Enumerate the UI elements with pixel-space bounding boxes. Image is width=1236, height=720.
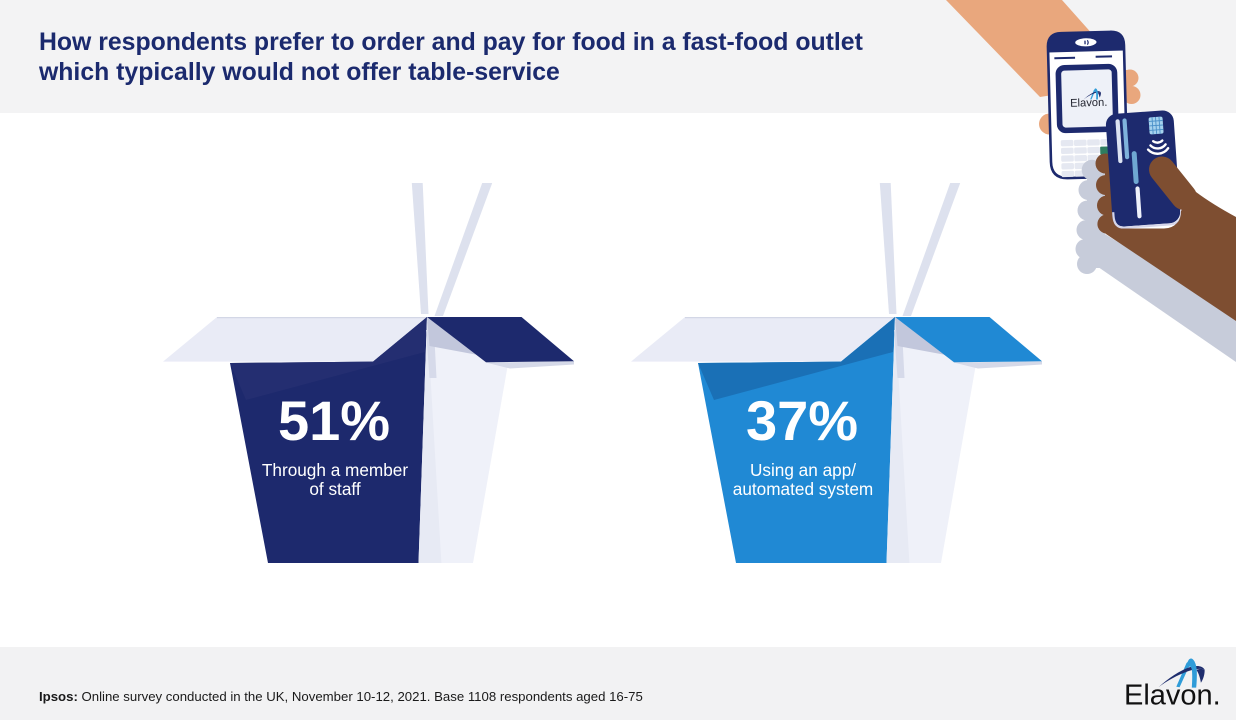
svg-text:Elavon.: Elavon. [1070, 97, 1108, 110]
svg-text:Elavon.: Elavon. [1124, 680, 1221, 712]
